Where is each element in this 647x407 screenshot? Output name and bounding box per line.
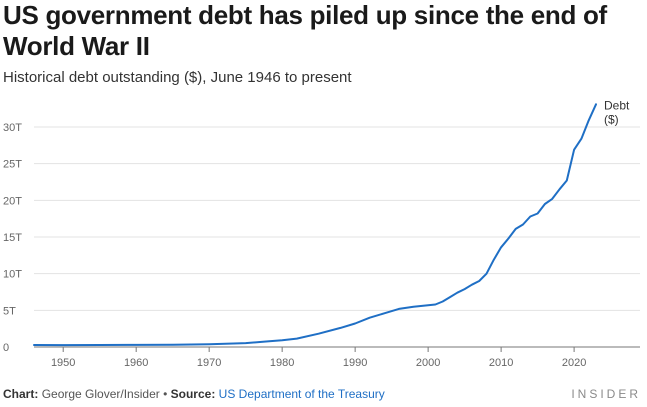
series-line-debt	[33, 103, 597, 347]
x-tick-label-2000: 2000	[416, 357, 440, 369]
x-tick-label-2020: 2020	[562, 357, 586, 369]
x-tick-label-2010: 2010	[489, 357, 513, 369]
y-tick-label-30: 30T	[3, 122, 22, 134]
chart-credit-label: Chart:	[3, 387, 39, 401]
chart-subtitle: Historical debt outstanding ($), June 19…	[3, 69, 352, 86]
y-tick-label-25: 25T	[3, 159, 22, 171]
y-tick-label-15: 15T	[3, 232, 22, 244]
y-tick-label-10: 10T	[3, 269, 22, 281]
source-label: Source:	[170, 387, 216, 401]
y-tick-label-20: 20T	[3, 195, 22, 207]
chart-credit-author: George Glover/Insider	[41, 387, 160, 401]
x-tick-label-1970: 1970	[197, 357, 221, 369]
source-link[interactable]: US Department of the Treasury	[218, 387, 385, 401]
x-tick-label-1960: 1960	[124, 357, 148, 369]
chart-title: US government debt has piled up since th…	[3, 0, 607, 61]
series-label-debt: Debt ($)	[604, 98, 630, 126]
x-tick-label-1990: 1990	[343, 357, 367, 369]
chart-footer: Chart: George Glover/Insider • Source: U…	[3, 387, 385, 401]
y-tick-label-0: 0	[3, 342, 9, 354]
insider-logo: INSIDER	[571, 387, 641, 401]
x-tick-label-1950: 1950	[51, 357, 75, 369]
footer-separator: •	[163, 387, 168, 401]
series-label-part: Debt	[604, 98, 630, 112]
series-label-part: ($)	[604, 112, 619, 126]
x-tick-label-1980: 1980	[270, 357, 294, 369]
y-tick-label-5: 5T	[3, 305, 16, 317]
